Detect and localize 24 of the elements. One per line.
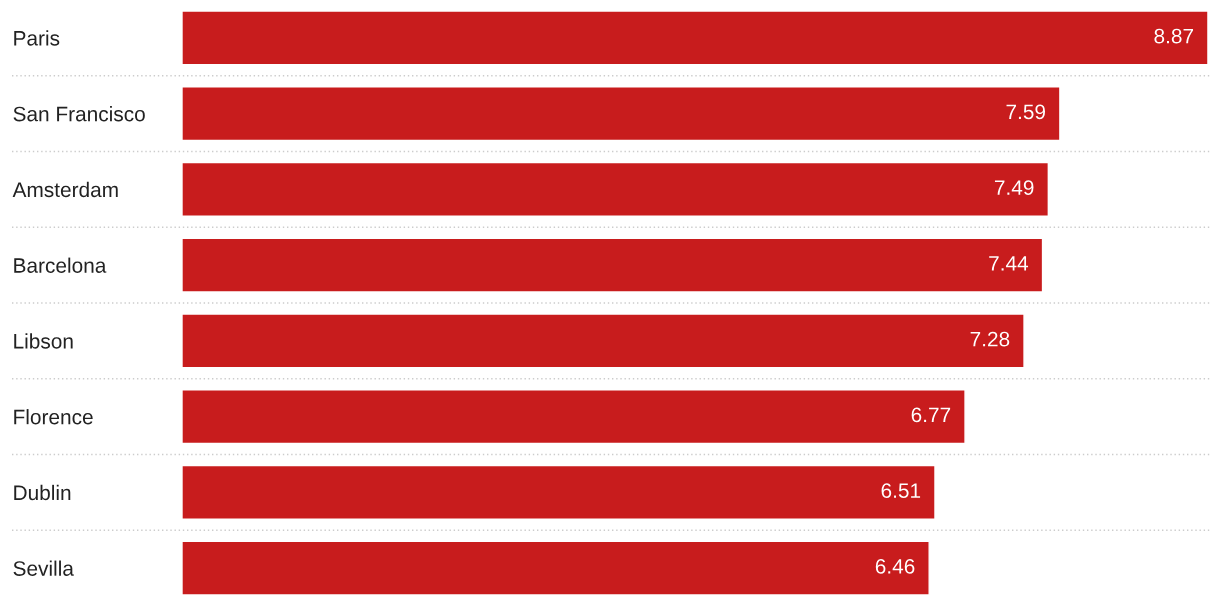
data-label: 8.87: [1154, 28, 1194, 44]
bar: [182, 237, 1044, 293]
y-tick-label: Barcelona: [14, 257, 107, 273]
y-tick-label: Amsterdam: [12, 181, 118, 198]
bar: [182, 10, 1209, 66]
bar: [182, 86, 1061, 142]
bar: [182, 464, 936, 520]
y-tick-label: Florence: [14, 409, 93, 425]
bar: [182, 540, 930, 596]
y-tick-label: Paris: [14, 30, 60, 46]
data-label: 6.46: [875, 558, 915, 574]
data-label: 7.59: [1006, 104, 1046, 120]
data-label: 7.49: [994, 180, 1034, 195]
y-tick-label: Libson: [14, 333, 73, 349]
bar: [182, 389, 966, 445]
data-label: 7.28: [970, 331, 1010, 347]
data-label: 6.77: [911, 407, 951, 423]
bar: [182, 313, 1025, 369]
y-tick-label: San Francisco: [13, 106, 145, 122]
data-label: 6.51: [881, 483, 921, 498]
data-label: 7.44: [989, 256, 1029, 271]
bar: [182, 161, 1050, 217]
y-tick-label: Sevilla: [13, 560, 74, 576]
y-tick-label: Dublin: [14, 484, 71, 501]
